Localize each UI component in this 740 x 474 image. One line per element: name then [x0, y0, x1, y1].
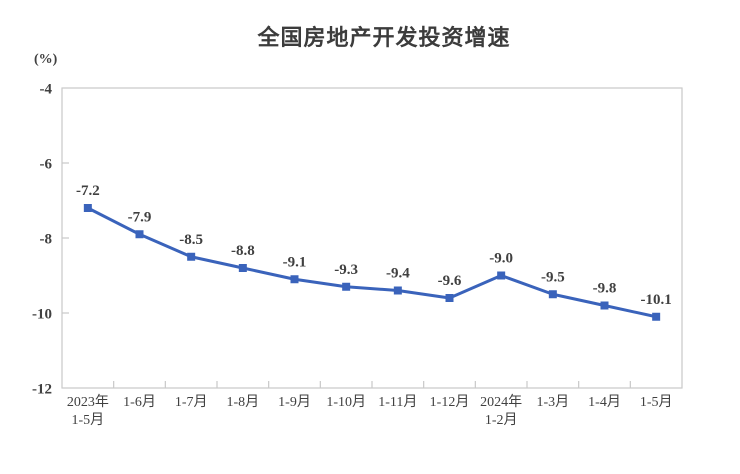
data-point-marker: [83, 204, 92, 212]
data-point-marker: [445, 294, 454, 302]
data-point-marker: [393, 286, 402, 295]
data-point-label: -8.5: [179, 232, 203, 248]
plot-border: [61, 87, 683, 389]
data-point-label: -7.2: [76, 183, 100, 199]
data-point-label: -9.1: [283, 254, 307, 270]
x-category-label: 1-11月: [378, 394, 417, 410]
y-tick-label: -6: [40, 156, 53, 172]
data-point-marker: [238, 264, 247, 272]
x-category-label: 1-5月: [640, 394, 673, 410]
data-point-marker: [290, 275, 299, 284]
data-point-label: -9.0: [489, 251, 513, 267]
x-category-label: 1-8月: [226, 394, 259, 410]
y-tick-label: -12: [32, 381, 52, 397]
data-point-label: -7.9: [128, 209, 152, 225]
x-category-label: 1-7月: [175, 394, 208, 410]
data-point-marker: [342, 282, 351, 291]
x-category-label: 1-3月: [536, 394, 569, 410]
x-category-label: 1-4月: [588, 394, 621, 410]
x-category-label: 1-6月: [123, 394, 156, 410]
y-tick-label: -4: [40, 81, 53, 97]
data-point-label: -9.5: [541, 269, 565, 285]
data-point-marker: [187, 252, 196, 261]
x-category-label: 2023年 1-5月: [67, 394, 109, 428]
data-point-marker: [135, 230, 144, 239]
data-point-marker: [548, 290, 557, 299]
y-tick-label: -10: [32, 306, 52, 322]
data-point-label: -9.3: [334, 262, 358, 278]
x-category-label: 1-10月: [326, 394, 366, 410]
data-point-label: -10.1: [641, 292, 672, 308]
chart-title: 全国房地产开发投资增速: [257, 25, 511, 50]
data-point-label: -9.4: [386, 266, 410, 282]
x-category-label: 1-9月: [278, 394, 311, 410]
data-point-label: -9.8: [593, 281, 617, 297]
data-point-marker: [497, 271, 506, 280]
data-point-marker: [652, 312, 661, 321]
y-tick-label: -8: [40, 231, 53, 247]
data-point-label: -9.6: [438, 273, 462, 289]
x-category-label: 2024年 1-2月: [480, 394, 522, 428]
y-axis-unit-label: (%): [34, 52, 58, 67]
x-category-label: 1-12月: [430, 394, 470, 410]
data-point-marker: [600, 301, 609, 310]
data-point-label: -8.8: [231, 243, 255, 259]
trend-line: [86, 206, 658, 319]
